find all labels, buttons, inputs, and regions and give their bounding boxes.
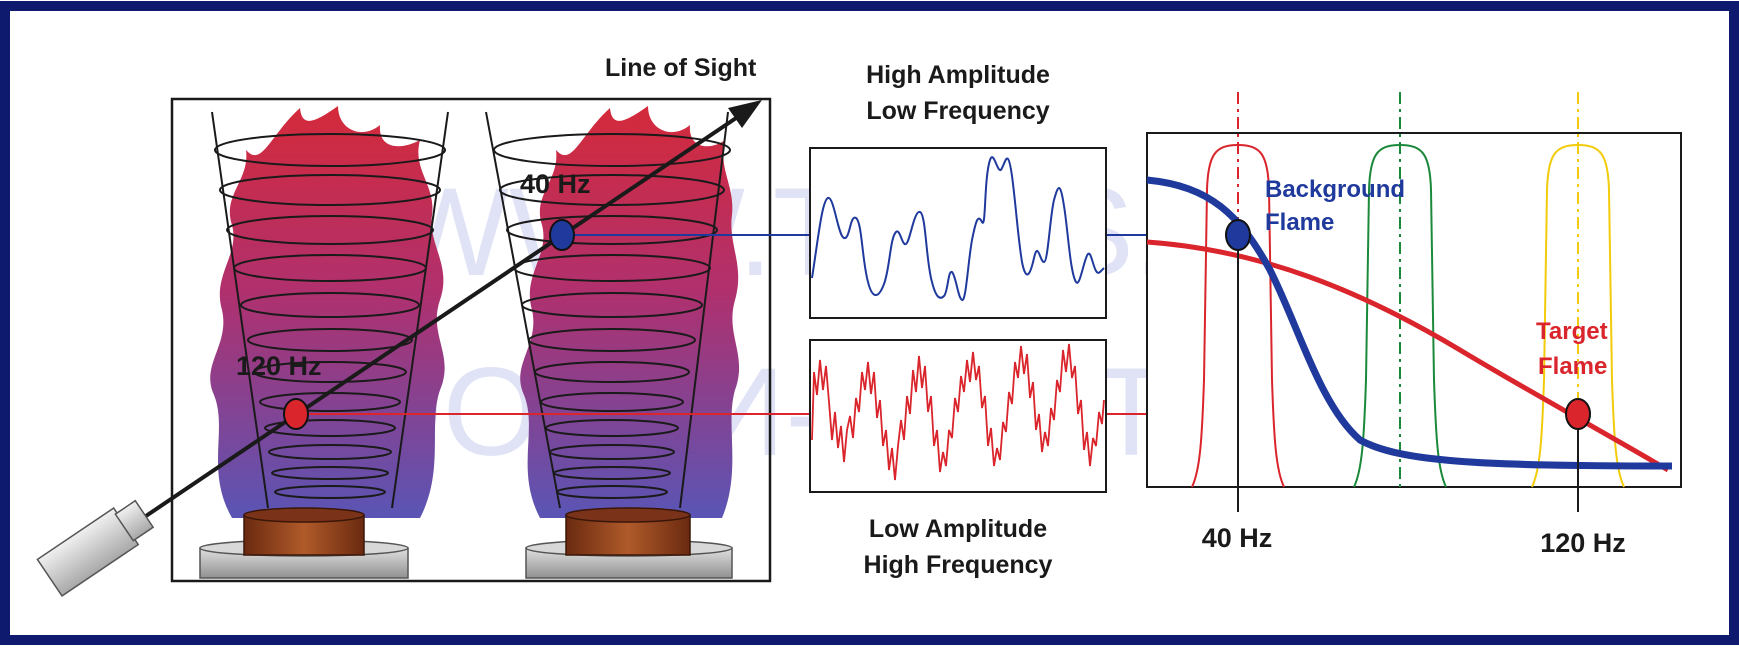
flame-panel-border (170, 97, 772, 583)
high-amplitude-label-line-1: High Amplitude (866, 61, 1050, 89)
filter-mid (1353, 92, 1447, 488)
axis-label-40hz: 40 Hz (1202, 523, 1273, 553)
burner-base-icon (199, 507, 409, 579)
flame-label-40hz: 40 Hz (520, 169, 591, 199)
background-flame-label-line-2: Flame (1265, 209, 1334, 236)
spectrum-panel (1146, 92, 1682, 512)
background-flame-point (1225, 219, 1251, 251)
target-flame-label-line-2: Flame (1538, 353, 1607, 380)
flame-point-120hz (283, 398, 309, 430)
background-flame-label-line-1: Background (1265, 176, 1405, 203)
burner-base-icon (525, 507, 733, 579)
high-amplitude-waveform-panel (809, 147, 1107, 319)
line-of-sight-arrow (138, 100, 762, 522)
low-frequency-waveform (811, 156, 1105, 302)
target-flame-label-line-1: Target (1536, 318, 1608, 345)
low-amplitude-label-line-2: High Frequency (864, 551, 1053, 579)
high-frequency-waveform (811, 343, 1105, 481)
flame-detector-sensor-icon (36, 499, 155, 598)
flame-point-40hz (549, 219, 575, 251)
axis-label-120hz: 120 Hz (1540, 528, 1626, 558)
flame-label-120hz: 120 Hz (236, 351, 322, 381)
background-flame-curve (1146, 176, 1673, 470)
target-flame-point (1565, 398, 1591, 430)
line-of-sight-label: Line of Sight (605, 54, 757, 82)
low-amplitude-label-line-1: Low Amplitude (869, 515, 1047, 543)
low-amplitude-waveform-panel (809, 339, 1107, 493)
target-flame-curve (1146, 239, 1670, 473)
high-amplitude-label-line-2: Low Frequency (866, 97, 1049, 125)
